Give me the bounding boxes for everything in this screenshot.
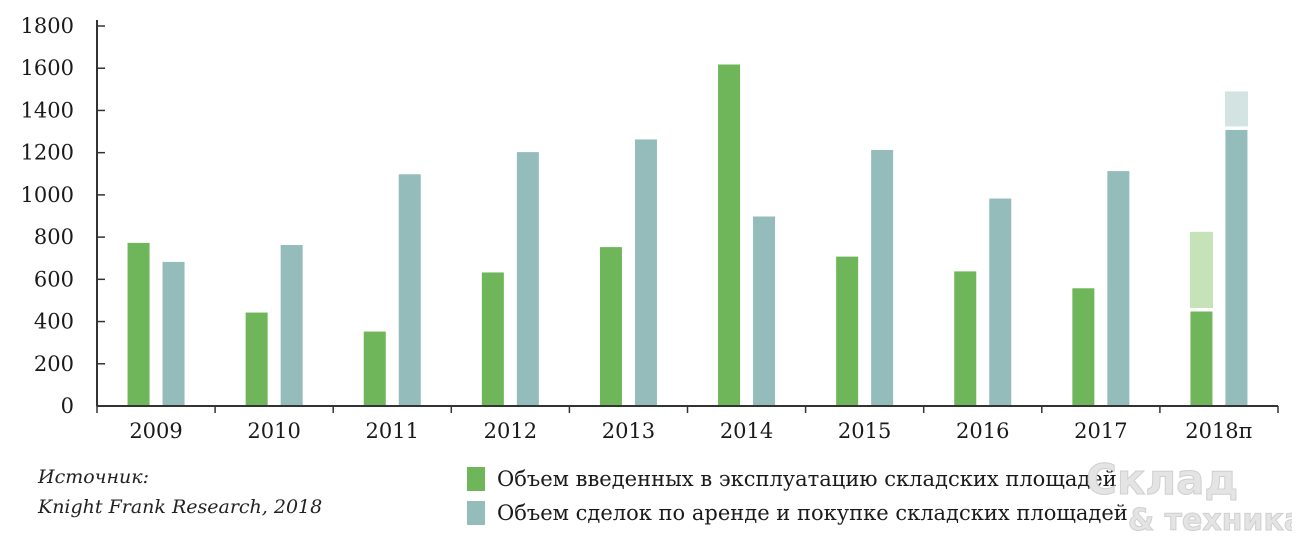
source-note: Источник: Knight Frank Research, 2018 <box>38 462 322 522</box>
legend-item-deals: Объем сделок по аренде и покупке складск… <box>467 496 1128 530</box>
source-text: Knight Frank Research, 2018 <box>38 496 323 518</box>
bar-commissioned <box>480 271 505 407</box>
y-tick-label: 1800 <box>21 14 74 38</box>
source-label: Источник: <box>38 466 149 488</box>
x-tick-label: 2013 <box>602 419 655 443</box>
x-tick-label: 2017 <box>1074 419 1127 443</box>
legend-label-deals: Объем сделок по аренде и покупке складск… <box>497 501 1128 525</box>
legend: Объем введенных в эксплуатацию складских… <box>467 462 1128 530</box>
x-tick-label: 2015 <box>838 419 891 443</box>
bar-deals <box>279 244 304 407</box>
bar-deals <box>870 149 895 407</box>
x-tick-label: 2010 <box>247 419 300 443</box>
bar-deals <box>161 260 186 407</box>
bar-deals <box>515 151 540 407</box>
y-tick-label: 600 <box>34 267 74 291</box>
y-tick-label: 1400 <box>21 98 74 122</box>
x-tick-label: 2009 <box>129 419 182 443</box>
x-tick-label: 2012 <box>484 419 537 443</box>
x-tick-label: 2011 <box>366 419 419 443</box>
legend-swatch-green <box>467 467 485 491</box>
bar-forecast-commissioned <box>1189 231 1213 308</box>
x-tick-label: 2016 <box>956 419 1009 443</box>
bars <box>126 63 1249 407</box>
bar-commissioned <box>835 255 860 407</box>
x-tick-label: 2014 <box>720 419 773 443</box>
bar-commissioned <box>244 311 269 407</box>
y-tick-label: 800 <box>34 225 74 249</box>
bar-commissioned <box>126 241 151 407</box>
bar-commissioned <box>362 330 387 407</box>
bar-deals <box>1106 170 1131 407</box>
legend-label-commissioned: Объем введенных в эксплуатацию складских… <box>497 467 1117 491</box>
bar-deals <box>988 197 1013 407</box>
x-axis: 2009 2010 2011 2012 2013 2014 2015 2016 2017 2018… <box>96 406 1279 443</box>
bar-deals <box>752 215 777 407</box>
bar-deals <box>633 138 658 407</box>
y-tick-label: 0 <box>61 394 74 418</box>
bar-commissioned <box>717 63 742 407</box>
bar-commissioned <box>598 246 623 407</box>
bar-commissioned <box>1071 287 1096 407</box>
y-tick-label: 400 <box>34 310 74 334</box>
y-tick-label: 1600 <box>21 56 74 80</box>
y-tick-label: 1200 <box>21 141 74 165</box>
y-tick-label: 1000 <box>21 183 74 207</box>
y-tick-label: 200 <box>34 352 74 376</box>
bar-commissioned <box>953 270 978 407</box>
bar-forecast-deals <box>1224 91 1248 127</box>
legend-swatch-teal <box>467 501 485 525</box>
legend-item-commissioned: Объем введенных в эксплуатацию складских… <box>467 462 1128 496</box>
x-tick-label: 2018п <box>1185 419 1252 443</box>
bar-deals <box>397 173 422 407</box>
y-axis: 0 200 400 600 800 1000 1200 1400 1600 1800 <box>21 14 105 418</box>
bar-deals <box>1224 128 1249 407</box>
bar-commissioned <box>1189 310 1214 407</box>
